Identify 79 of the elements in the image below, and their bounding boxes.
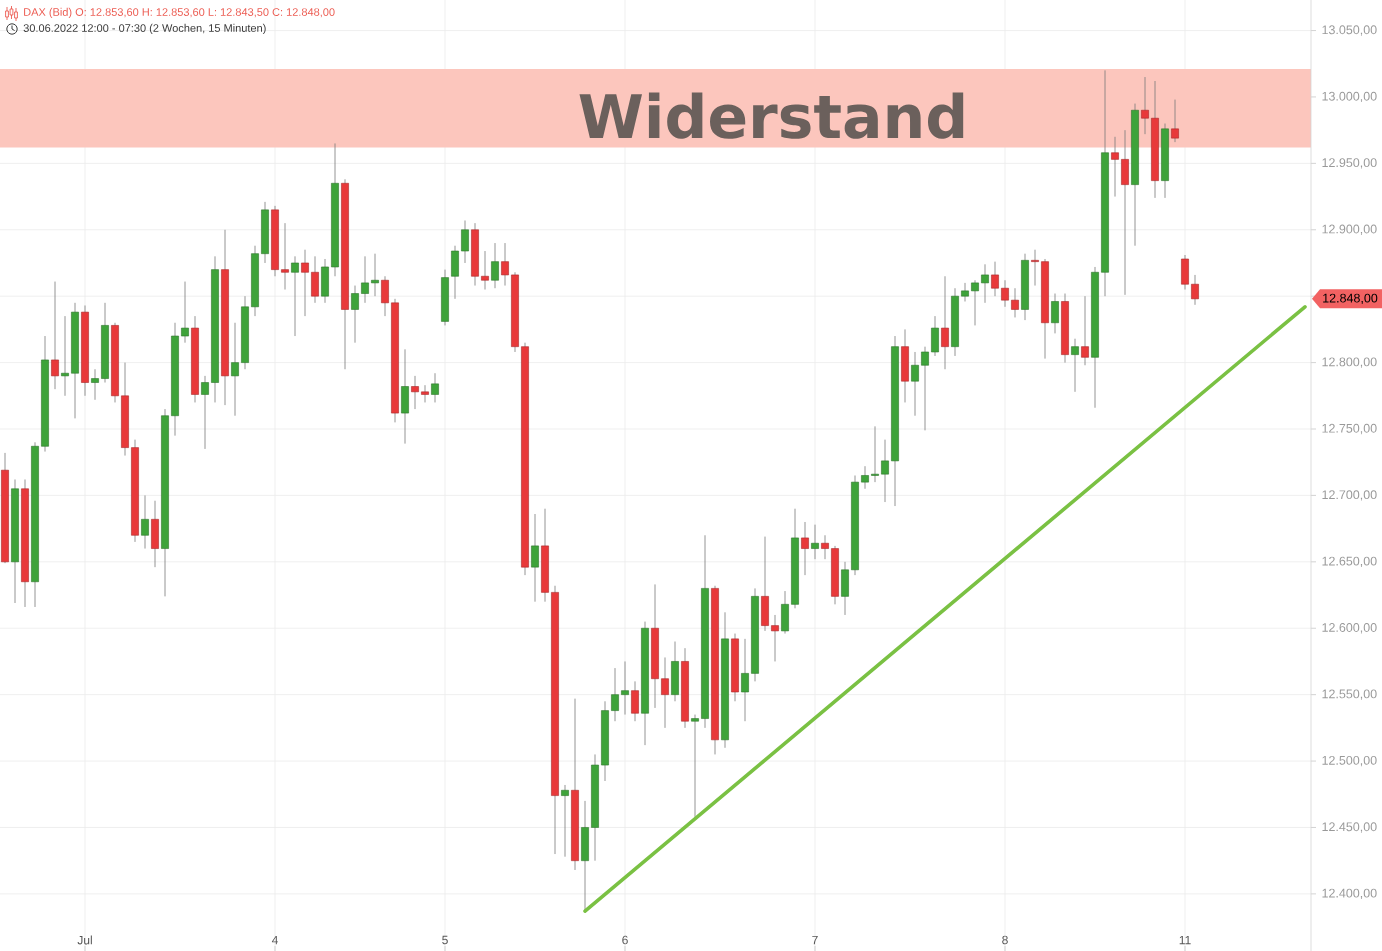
x-tick-label: 6 — [622, 935, 628, 945]
candlestick — [661, 657, 669, 729]
candlestick — [971, 279, 979, 326]
candlestick — [351, 285, 359, 344]
candlestick — [361, 255, 369, 304]
candlestick — [931, 315, 939, 357]
candlestick — [961, 282, 969, 302]
text: DAX (Bid) O: 12.853,60 H: 12.853,60 L: 12.843,50 C: 12.848,00 — [24, 7, 335, 19]
y-tick-label: 12.450,00 — [1322, 822, 1377, 833]
candlestick — [201, 375, 209, 450]
candlestick — [431, 372, 439, 403]
candlestick — [1051, 293, 1059, 334]
candlestick — [491, 242, 499, 289]
text: 30.06.2022 12:00 - 07:30 (2 Wochen, 15 Minuten) — [23, 23, 266, 35]
candlestick — [381, 275, 389, 317]
candlestick — [631, 680, 639, 722]
candlestick — [1191, 274, 1199, 306]
candlestick — [371, 253, 379, 297]
candlestick — [801, 521, 809, 576]
x-tick-label: 4 — [271, 935, 278, 945]
y-tick-label: 12.400,00 — [1322, 888, 1377, 900]
candlestick — [1001, 279, 1009, 308]
candlestick — [621, 661, 629, 715]
candlestick — [141, 495, 149, 549]
candlestick — [871, 425, 879, 483]
y-tick-label: 12.550,00 — [1322, 689, 1377, 700]
candlestick — [91, 368, 99, 401]
candlestick — [501, 242, 509, 286]
candlestick — [481, 250, 489, 290]
candlestick — [811, 524, 819, 560]
candlestick — [821, 534, 829, 560]
candlestick — [771, 614, 779, 662]
y-tick-label: 12.750,00 — [1322, 423, 1377, 435]
candlestick — [411, 375, 419, 410]
candlestick — [1081, 295, 1089, 366]
y-tick-label: 12.650,00 — [1322, 556, 1377, 567]
candlestick — [1111, 136, 1119, 197]
candlestick — [921, 346, 929, 431]
y-tick-label: 12.700,00 — [1322, 490, 1377, 501]
candlestick — [61, 315, 69, 397]
candlestick — [291, 255, 299, 337]
candlestick — [281, 222, 289, 290]
y-tick-label: 12.950,00 — [1322, 158, 1377, 169]
candlestick — [231, 322, 239, 417]
candlestick — [1071, 338, 1079, 393]
text: 12.848,00 — [1323, 293, 1378, 304]
x-tick-label: 7 — [812, 935, 818, 945]
candlestick — [51, 281, 59, 390]
candlestick — [1171, 99, 1179, 143]
y-tick-label: 12.800,00 — [1322, 357, 1377, 368]
y-tick-label: 12.500,00 — [1322, 755, 1377, 767]
candlestick — [561, 784, 569, 858]
candlestick — [611, 667, 619, 722]
candlestick — [981, 263, 989, 304]
y-tick-label: 12.900,00 — [1322, 224, 1377, 235]
candlestick — [741, 638, 749, 722]
candlestick — [941, 275, 949, 370]
y-tick-label: 12.600,00 — [1322, 623, 1377, 634]
candlestick — [181, 281, 189, 344]
x-tick-label: Jul — [77, 935, 92, 945]
candlestick — [1031, 249, 1039, 286]
x-tick-label: 8 — [1002, 935, 1008, 945]
candlestick — [311, 255, 319, 304]
candlestick — [881, 439, 889, 503]
y-tick-label: 13.000,00 — [1322, 91, 1377, 103]
candlestick — [421, 384, 429, 403]
candlestick — [911, 351, 919, 417]
candlestick — [531, 513, 539, 603]
candlestick — [461, 220, 469, 264]
x-tick-label: 11 — [1179, 935, 1191, 945]
y-tick-label: 13.050,00 — [1322, 25, 1377, 36]
candlestick — [1141, 76, 1149, 135]
candlestick — [1011, 287, 1019, 318]
x-tick-label: 5 — [442, 935, 448, 945]
band-label: Widerstand — [579, 92, 964, 139]
candlestick — [861, 465, 869, 490]
candlestick — [301, 249, 309, 317]
candlestick — [991, 261, 999, 297]
candlestick — [691, 714, 699, 818]
